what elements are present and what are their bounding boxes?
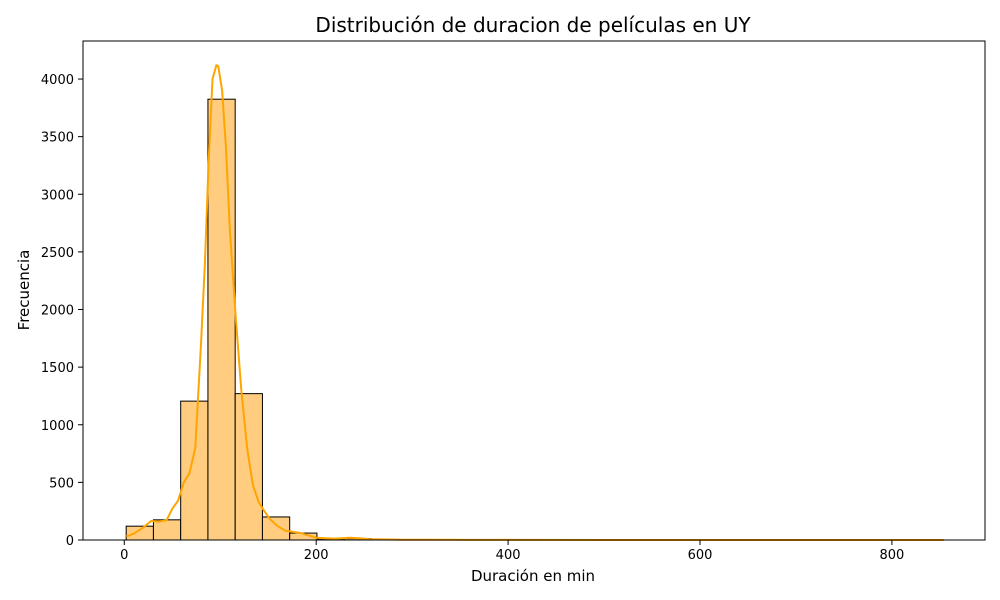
- x-tick-label: 800: [880, 548, 905, 563]
- x-axis-ticks: 0 200 400 600 800: [120, 540, 904, 563]
- y-tick-label: 500: [49, 476, 74, 491]
- histogram-bar-5: [261, 516, 291, 541]
- histogram-bar-1: [152, 519, 182, 541]
- y-tick-label: 2500: [41, 246, 74, 261]
- chart-title: Distribución de duracion de películas en…: [315, 13, 751, 37]
- y-tick-label: 4000: [41, 73, 74, 88]
- histogram-bars: [125, 98, 945, 541]
- y-tick-label: 3500: [41, 131, 74, 146]
- histogram-bar-2: [180, 400, 209, 541]
- x-tick-label: 400: [496, 548, 521, 563]
- histogram-bar-4: [234, 393, 263, 541]
- x-tick-label: 0: [120, 548, 128, 563]
- x-tick-label: 200: [304, 548, 329, 563]
- histogram-bar-3: [207, 98, 236, 541]
- y-tick-label: 3000: [41, 188, 74, 203]
- y-tick-label: 1000: [41, 419, 74, 434]
- y-axis-ticks: 0 500 1000 1500 2000 2500 3000 3500 4000: [41, 73, 83, 549]
- x-tick-label: 600: [688, 548, 713, 563]
- y-tick-label: 2000: [41, 304, 74, 319]
- histogram-bar-0: [125, 525, 154, 541]
- plot-frame: [82, 40, 986, 541]
- y-tick-label: 0: [66, 534, 74, 549]
- x-axis-label: Duración en min: [471, 567, 595, 585]
- y-tick-label: 1500: [41, 361, 74, 376]
- y-axis-label: Frecuencia: [15, 250, 33, 331]
